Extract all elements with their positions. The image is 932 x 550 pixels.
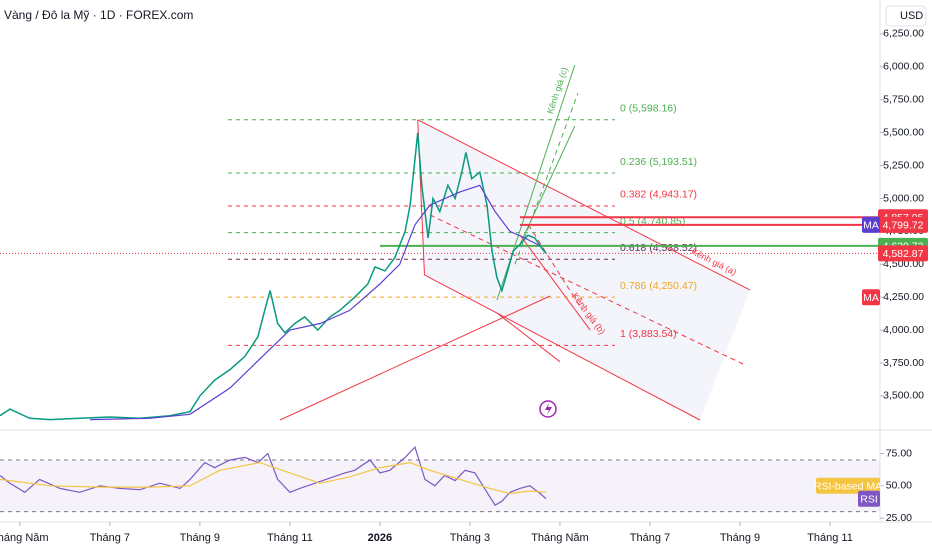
trend-line: [417, 119, 751, 291]
trend-line: [514, 93, 579, 265]
currency[interactable]: USD: [900, 10, 923, 22]
y-tick-label: 4,000.00: [883, 324, 924, 336]
rsi-line: [0, 445, 547, 507]
currency-box[interactable]: [885, 5, 927, 27]
fib-label: 0.786 (4,250.47): [620, 280, 697, 292]
x-tick-label: Tháng 9: [180, 532, 220, 544]
fib-label: 1 (3,883.54): [620, 328, 677, 340]
y-tick-label: 5,500.00: [883, 126, 924, 138]
y-tick-label: 3,750.00: [883, 357, 924, 369]
channel-fill: [417, 119, 750, 420]
rsi-tick-label: 75.00: [886, 447, 912, 459]
fib-label: 0.382 (4,943.17): [620, 189, 697, 201]
trend-line: [528, 224, 583, 311]
y-tick-label: 4,250.00: [883, 291, 924, 303]
rsi-ma-line: [0, 461, 547, 495]
x-tick-label: Tháng 3: [450, 532, 490, 544]
rsi-ma-badge: RSI-based MA: [814, 481, 882, 493]
price-badge: 4,799.72: [883, 220, 924, 232]
x-tick-label: 2026: [368, 532, 392, 544]
y-tick-label: 6,000.00: [883, 61, 924, 73]
price-badge-bg: [878, 216, 928, 233]
fib-label: 0 (5,598.16): [620, 103, 677, 115]
rsi-tick-label: 50.00: [886, 480, 912, 492]
x-tick-label: Tháng 9: [720, 532, 760, 544]
fib-label: 0.236 (5,193.51): [620, 156, 697, 168]
ma-badge: MA: [863, 220, 879, 232]
indicator-badge-bg: [862, 289, 880, 306]
rsi-ma-badge-bg: [816, 477, 880, 494]
event-icon-bolt: [545, 403, 552, 415]
trend-line: [429, 214, 746, 366]
event-icon[interactable]: [539, 400, 557, 418]
trend-line: [424, 274, 701, 421]
x-tick-label: Tháng 11: [807, 532, 853, 544]
rsi-band: [0, 460, 880, 512]
trend-line: [496, 312, 561, 363]
price-line-series: [0, 132, 547, 421]
plot-layer: 3,500.003,750.004,000.004,250.004,500.00…: [0, 28, 928, 544]
x-tick-label: Tháng 7: [630, 532, 670, 544]
y-tick-label: 6,250.00: [883, 28, 924, 40]
y-tick-label: 5,000.00: [883, 192, 924, 204]
chart-title: Vàng / Đô la Mỹ · 1D · FOREX.com: [4, 8, 193, 22]
rsi-badge: RSI: [860, 493, 878, 505]
rsi-tick-label: 25.00: [886, 512, 912, 524]
x-tick-label: Tháng 7: [90, 532, 130, 544]
trend-line: [519, 234, 591, 331]
y-tick-label: 3,500.00: [883, 390, 924, 402]
trend-line: [279, 295, 551, 421]
price-badge-bg: [878, 245, 928, 262]
fib-label: 0.618 (4,538.52): [620, 242, 697, 254]
price-badge: 4,582.87: [883, 248, 924, 260]
x-tick-label: Tháng 11: [267, 532, 313, 544]
rsi-badge-bg: [858, 490, 880, 507]
y-tick-label: 5,250.00: [883, 159, 924, 171]
ma-badge-bg: [862, 216, 880, 233]
ma-line: [89, 184, 541, 421]
y-tick-label: 5,750.00: [883, 94, 924, 106]
x-tick-label: Tháng Năm: [531, 532, 588, 544]
indicator-badge: MA: [863, 292, 879, 304]
x-tick-label: Tháng Năm: [0, 532, 49, 544]
